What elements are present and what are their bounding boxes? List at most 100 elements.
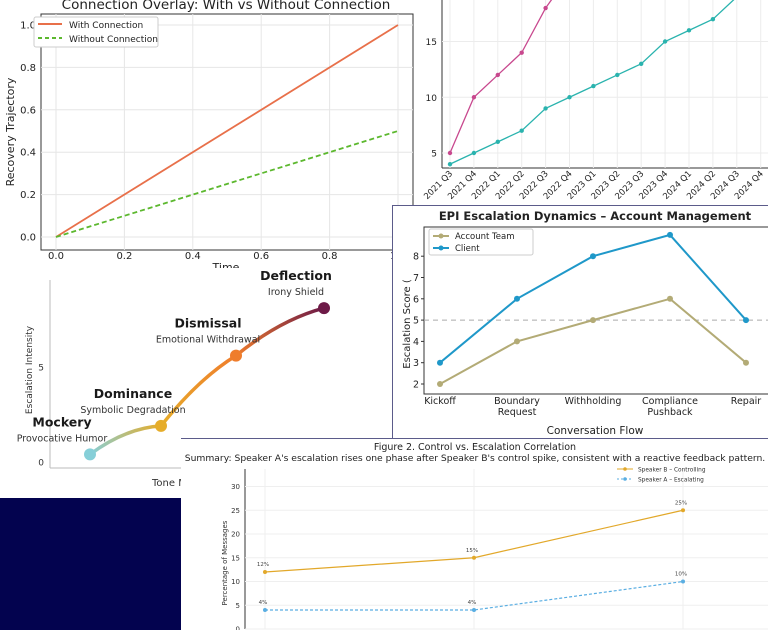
series-line-without-connection	[55, 130, 399, 238]
data-label: 12%	[257, 562, 269, 568]
data-point	[615, 72, 620, 78]
phase-title: Dominance	[94, 386, 172, 401]
series-lines	[437, 231, 749, 387]
series-lines: 12% 15% 25% 4% 4% 10%	[257, 500, 687, 612]
data-point	[567, 95, 572, 100]
data-point	[743, 359, 749, 366]
x-tick-label: 0.6	[253, 251, 269, 262]
series-line-pink-series	[449, 0, 553, 154]
y-tick-label: 10	[426, 94, 438, 104]
data-point	[686, 28, 692, 33]
legend: Account Team Client	[428, 228, 534, 256]
data-label: 15%	[466, 548, 478, 554]
y-axis-label: Escalation Score (	[402, 279, 413, 369]
data-point	[447, 150, 453, 156]
data-point	[590, 317, 596, 324]
legend-label-without-connection: Without Connection	[69, 35, 158, 45]
y-tick-label: 2	[413, 380, 419, 391]
y-tick-labels: 0.0 0.2 0.4 0.6 0.8 1.0	[20, 21, 36, 244]
series-lines	[447, 0, 735, 167]
connection-chart: Connection Overlay: With vs Without Conn…	[4, 0, 414, 274]
y-tick-label: 4	[413, 337, 419, 348]
phase-subtitle: Symbolic Degradation	[80, 405, 185, 416]
y-tick-label: 5	[431, 150, 437, 160]
x-axis-label-partial: Tone M	[151, 478, 187, 489]
x-tick-label: Repair	[731, 396, 762, 407]
y-tick-label: 0.4	[20, 148, 36, 159]
y-axis-label: Recovery Trajectory	[4, 77, 17, 186]
y-axis-label: Percentage of Messages	[221, 520, 229, 605]
data-point	[495, 72, 500, 78]
phase-point-deflection	[318, 302, 330, 315]
data-point	[639, 61, 644, 66]
phase-points: Mockery Provocative Humor Dominance Symboli…	[17, 268, 332, 461]
data-label: 25%	[675, 500, 687, 506]
data-label: 4%	[468, 600, 477, 606]
x-tick-label: 0.0	[48, 251, 64, 262]
data-point	[519, 128, 524, 133]
data-point	[437, 359, 443, 366]
phase-title: Mockery	[32, 414, 91, 429]
chart-title: EPI Escalation Dynamics – Account Manage…	[439, 209, 752, 223]
epi-chart: EPI Escalation Dynamics – Account Manage…	[402, 209, 768, 437]
chart-title: Connection Overlay: With vs Without Conn…	[62, 0, 391, 13]
y-tick-label: 0	[38, 459, 44, 469]
data-point	[263, 608, 267, 612]
x-tick-label: 0.2	[116, 251, 132, 262]
phase-curve	[234, 306, 326, 358]
series-line-with-connection	[55, 24, 399, 238]
y-tick-label: 3	[413, 358, 419, 369]
plot-frame	[40, 13, 414, 251]
chart-subtitle: Summary: Speaker A's escalation rises on…	[185, 453, 765, 464]
x-tick-label: Pushback	[647, 407, 693, 418]
x-tick-label: Kickoff	[424, 396, 456, 407]
phase-subtitle: Irony Shield	[268, 287, 324, 298]
data-label: 4%	[259, 600, 268, 606]
data-point	[667, 231, 673, 238]
data-point	[681, 579, 685, 584]
x-tick-label: Boundary	[494, 396, 540, 407]
series-line-teal-series	[449, 0, 735, 165]
y-tick-label: 8	[413, 252, 419, 263]
data-point	[519, 50, 524, 55]
x-tick-label: 0.4	[185, 251, 201, 262]
phase-point-mockery	[84, 448, 96, 461]
phase-subtitle: Emotional Withdrawal	[156, 335, 260, 346]
y-axis-label: Escalation Intensity	[25, 325, 35, 414]
data-point	[743, 317, 749, 324]
data-point	[543, 106, 548, 111]
data-point	[681, 508, 685, 513]
phase-title: Deflection	[260, 268, 332, 283]
y-tick-label: 0	[236, 626, 240, 630]
y-tick-label: 0.8	[20, 63, 36, 74]
data-label: 10%	[675, 572, 687, 578]
data-point	[667, 295, 673, 302]
phase-subtitle: Provocative Humor	[17, 433, 108, 444]
grid	[442, 0, 768, 168]
data-point	[591, 83, 596, 89]
data-point	[471, 150, 477, 156]
data-point	[543, 5, 548, 11]
y-tick-label: 10	[231, 578, 240, 586]
control-escalation-panel: Figure 2. Control vs. Escalation Correla…	[181, 438, 768, 630]
y-tick-label: 25	[231, 507, 240, 515]
phase-curve	[88, 424, 163, 457]
y-tick-label: 0.0	[20, 233, 36, 244]
navy-background-block	[0, 498, 181, 630]
chart-title: Figure 2. Control vs. Escalation Correla…	[374, 442, 576, 453]
legend-label-account-team: Account Team	[455, 232, 515, 242]
y-tick-label: 1.0	[20, 21, 36, 32]
y-tick-labels: 0 5 10 15 20 25 30	[231, 483, 240, 630]
x-axis-label: Conversation Flow	[547, 425, 644, 437]
phase-point-dominance	[155, 419, 167, 432]
plot-frame	[423, 226, 768, 395]
data-point	[263, 570, 267, 574]
data-point	[710, 17, 716, 22]
y-tick-label: 15	[231, 554, 240, 562]
phase-title: Dismissal	[174, 316, 241, 331]
y-tick-labels: 05	[38, 364, 44, 469]
